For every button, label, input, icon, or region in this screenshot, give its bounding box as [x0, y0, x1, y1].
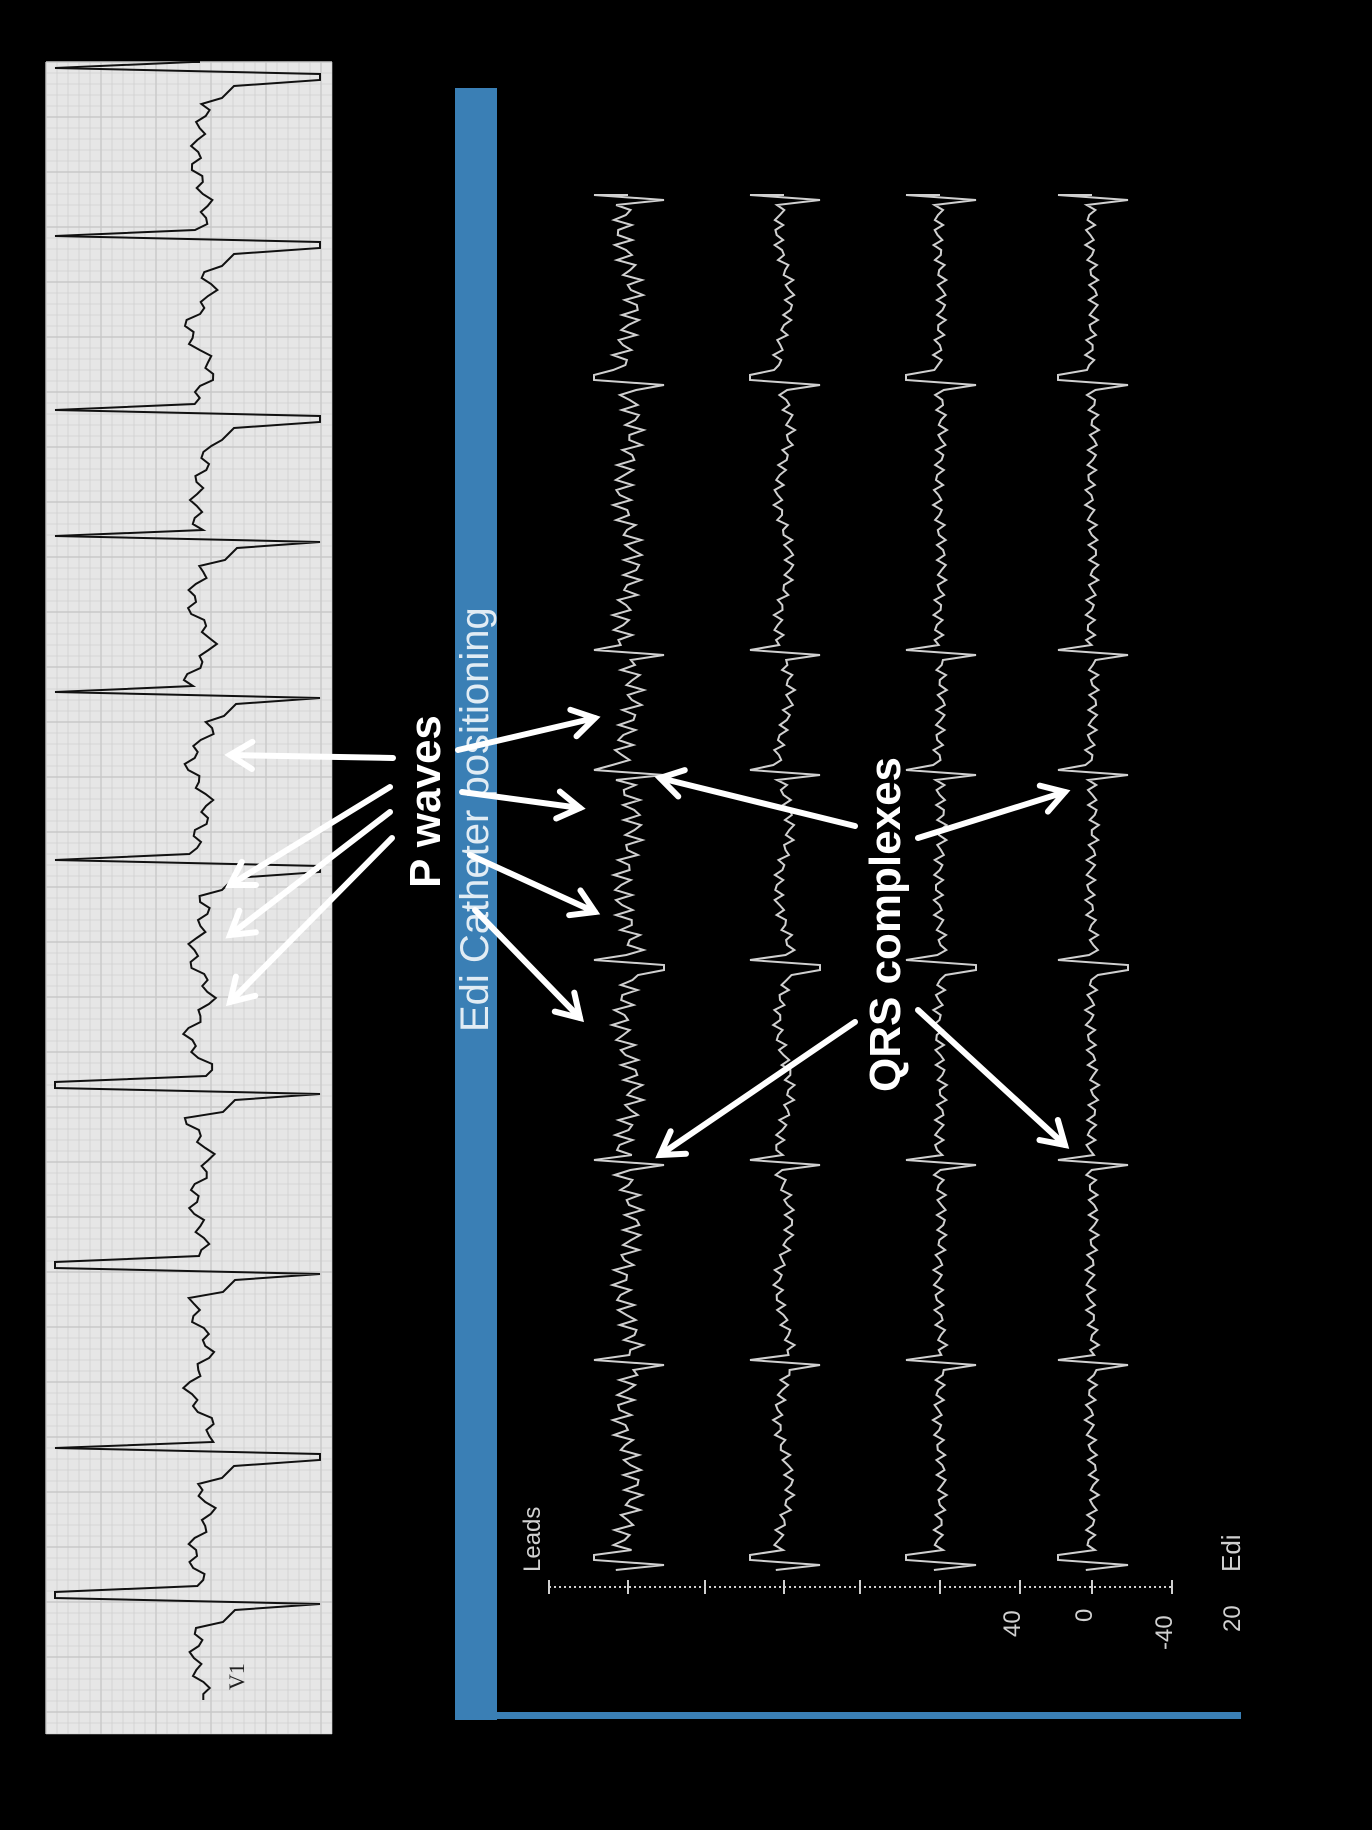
edi-axis [548, 1580, 1173, 1594]
edi-panel-title: Edi Catheter positioning [453, 607, 497, 1032]
annotation-arrows [224, 706, 1071, 1159]
qrs-arrow [915, 782, 1071, 841]
qrs-complexes-label: QRS complexes [861, 757, 910, 1092]
p-wave-arrow [467, 852, 601, 919]
edi-title-bar [455, 88, 497, 1720]
p-wave-arrow [225, 784, 393, 889]
ecg-grid [45, 61, 333, 1735]
edi-trace-3 [905, 194, 977, 1571]
tick-label-20: 20 [1219, 1605, 1246, 1632]
p-wave-arrow [459, 788, 586, 822]
edi-trace-4 [1057, 194, 1129, 1571]
ecg-lead-label: V1 [224, 1663, 249, 1690]
tick-label-0: 0 [1071, 1609, 1098, 1622]
qrs-arrow [655, 1019, 858, 1159]
leads-label: Leads [519, 1507, 546, 1572]
p-wave-arrow [224, 738, 396, 772]
edi-bottom-border [455, 1712, 1241, 1719]
p-waves-label: P waves [401, 715, 450, 888]
tick-label-minus-40: -40 [1151, 1615, 1178, 1650]
p-wave-arrow [455, 706, 601, 753]
qrs-arrow [654, 767, 858, 829]
edi-traces [593, 194, 1129, 1571]
p-wave-arrow [225, 809, 393, 939]
edi-label: Edi [1216, 1534, 1246, 1572]
edi-trace-1 [593, 194, 665, 1571]
tick-label-40: 40 [999, 1610, 1026, 1637]
qrs-arrow [915, 1007, 1070, 1149]
p-wave-arrow [472, 907, 585, 1023]
p-wave-arrow [225, 835, 395, 1007]
edi-trace-2 [749, 194, 821, 1571]
